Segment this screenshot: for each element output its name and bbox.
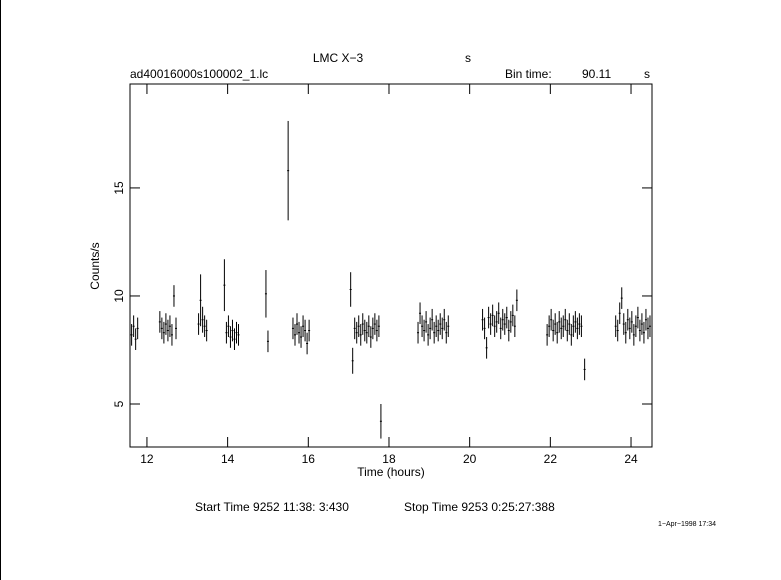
start-time: Start Time 9252 11:38: 3:430 [195,500,349,514]
date-stamp: 1−Apr−1998 17:34 [658,521,716,528]
y-tick-label: 15 [112,181,126,195]
x-tick-label: 16 [302,452,316,466]
plot-frame [129,83,653,448]
x-axis-label: Time (hours) [357,465,425,479]
bin-time-label: Bin time: [505,67,552,81]
bin-time-unit: s [644,67,650,81]
x-tick-label: 20 [463,452,477,466]
x-tick-label: 14 [221,452,235,466]
x-tick-label: 24 [624,452,638,466]
bin-time-value: 90.11 [582,67,611,81]
x-tick-label: 18 [382,452,396,466]
y-tick-label: 10 [112,289,126,303]
file-label: ad40016000s100002_1.lc [130,67,268,81]
x-tick-label: 12 [140,452,154,466]
x-tick-label: 22 [544,452,558,466]
stop-time: Stop Time 9253 0:25:27:388 [404,500,555,514]
y-axis-label: Counts/s [88,242,102,289]
chart-title: LMC X−3 [313,51,364,65]
title-unit: s [465,51,471,65]
y-tick-label: 5 [112,400,126,407]
